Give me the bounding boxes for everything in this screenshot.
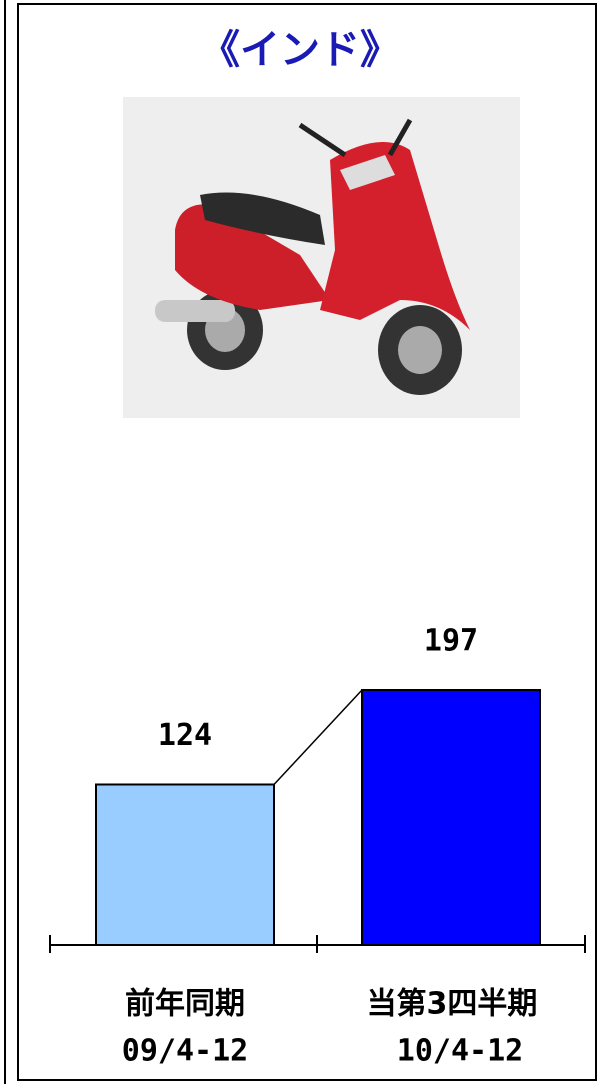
category-label: 前年同期 [125, 987, 245, 1022]
category-label: 当第3四半期 [367, 987, 538, 1022]
scooter-photo [123, 97, 520, 418]
connector [273, 689, 363, 786]
value-label: 124 [158, 718, 212, 753]
value-label: 197 [424, 624, 478, 659]
bar [95, 783, 275, 946]
bar [361, 689, 541, 946]
frame [17, 3, 597, 1081]
chart-title: 《インド》 [200, 27, 400, 73]
period-label: 10/4-12 [397, 1034, 523, 1069]
period-label: 09/4-12 [122, 1034, 248, 1069]
